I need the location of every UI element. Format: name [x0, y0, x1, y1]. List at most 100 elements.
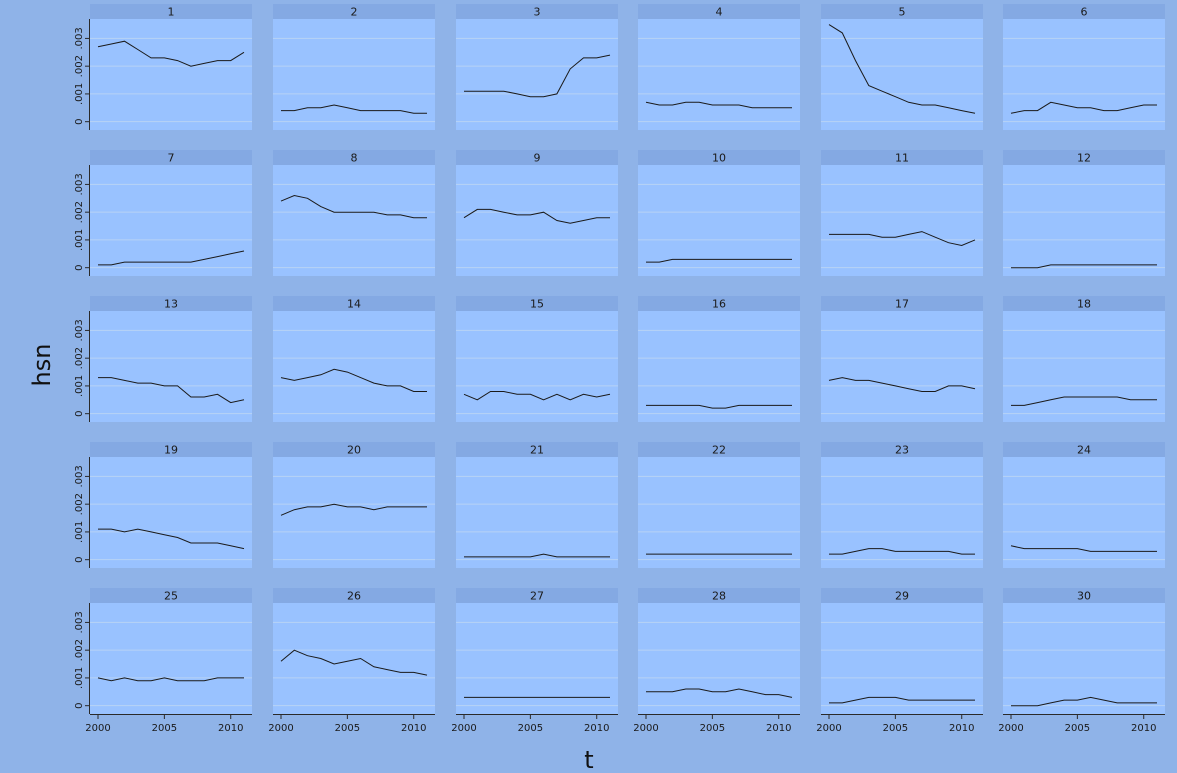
- panel: 1 0 .001 .002 .003: [74, 4, 252, 130]
- x-tick-label: 2010: [1131, 723, 1156, 734]
- panel-strip: [273, 4, 435, 19]
- panel-label: 23: [895, 444, 909, 457]
- panel-plot-area: [456, 19, 618, 130]
- panel-label: 22: [712, 444, 726, 457]
- panel: 10: [638, 150, 800, 276]
- panel-plot-area: [821, 19, 983, 130]
- x-tick-label: 2010: [218, 723, 243, 734]
- panel-strip: [90, 150, 252, 165]
- y-tick-label: .001: [74, 83, 85, 105]
- x-tick-label: 2005: [883, 723, 908, 734]
- panel-label: 18: [1077, 298, 1091, 311]
- panel-label: 26: [347, 590, 361, 603]
- y-tick-label: 0: [74, 411, 85, 417]
- series-line: [829, 231, 976, 247]
- series-line: [1011, 696, 1157, 707]
- y-tick-label: 0: [74, 119, 85, 125]
- y-tick-label: .002: [74, 639, 85, 661]
- panel-strip: [821, 4, 983, 19]
- panel-plot-area: [638, 457, 800, 568]
- y-axis-title: hsn: [28, 344, 56, 387]
- panel: 7 0 .001 .002 .003: [74, 150, 252, 276]
- panel-label: 5: [899, 6, 906, 19]
- panel-plot-area: [821, 311, 983, 422]
- panel-label: 28: [712, 590, 726, 603]
- panel-strip: [273, 296, 435, 311]
- panel-strip: [456, 4, 618, 19]
- series-line: [97, 40, 245, 67]
- panel-plot-area: [638, 165, 800, 276]
- panel: 26 2000 2005 2010: [268, 588, 435, 734]
- panel-label: 14: [347, 298, 361, 311]
- panel-label: 3: [534, 6, 541, 19]
- series-line: [280, 649, 428, 676]
- series-line: [646, 404, 792, 409]
- panel-label: 10: [712, 152, 726, 165]
- y-tick-label: .002: [74, 493, 85, 515]
- panel-plot-area: [1003, 603, 1165, 714]
- panel-strip: [456, 150, 618, 165]
- series-line: [828, 377, 976, 392]
- panel-label: 24: [1077, 444, 1091, 457]
- series-line: [463, 391, 611, 401]
- panel-strip: [90, 4, 252, 19]
- panel-plot-area: [273, 603, 435, 714]
- panel-plot-area: [638, 603, 800, 714]
- x-tick-label: 2000: [85, 723, 110, 734]
- panel-label: 17: [895, 298, 909, 311]
- panel-strip: [821, 442, 983, 457]
- y-tick-label: 0: [74, 265, 85, 271]
- series-line: [280, 194, 427, 219]
- y-tick-label: .002: [74, 201, 85, 223]
- panel-plot-area: [821, 457, 983, 568]
- panel-strip: [1003, 442, 1165, 457]
- panel-plot-area: [273, 457, 435, 568]
- panel-plot-area: [1003, 165, 1165, 276]
- panel-label: 4: [716, 6, 723, 19]
- y-tick-label: .001: [74, 667, 85, 689]
- panel-label: 2: [351, 6, 358, 19]
- panel-label: 11: [895, 152, 909, 165]
- x-tick-label: 2000: [268, 723, 293, 734]
- x-tick-label: 2010: [949, 723, 974, 734]
- panel-strip: [821, 296, 983, 311]
- series-line: [828, 24, 976, 114]
- panel-strip: [90, 296, 252, 311]
- panel-label: 29: [895, 590, 909, 603]
- panel: 16: [638, 296, 800, 422]
- panel-label: 19: [164, 444, 178, 457]
- panel-strip: [638, 442, 800, 457]
- panel-strip: [1003, 588, 1165, 603]
- panel-plot-area: [1003, 311, 1165, 422]
- y-tick-label: .001: [74, 521, 85, 543]
- panel-label: 20: [347, 444, 361, 457]
- panel-strip: [638, 588, 800, 603]
- panel-label: 8: [351, 152, 358, 165]
- panel-strip: [638, 150, 800, 165]
- x-tick-label: 2010: [401, 723, 426, 734]
- panel: 22: [638, 442, 800, 568]
- panel: 6: [1003, 4, 1165, 130]
- panel-label: 16: [712, 298, 726, 311]
- panel: 27 2000 2005 2010: [451, 588, 618, 734]
- panel: 4: [638, 4, 800, 130]
- panel-strip: [821, 150, 983, 165]
- panel-strip: [90, 588, 252, 603]
- series-line: [829, 548, 975, 555]
- panel: 18: [1003, 296, 1165, 422]
- panel: 9: [456, 150, 618, 276]
- panel-plot-area: [638, 19, 800, 130]
- x-tick-label: 2005: [1065, 723, 1090, 734]
- panel: 12: [1003, 150, 1165, 276]
- panel: 25 0 .001 .002 .003 2000 2005 2010: [74, 588, 252, 734]
- x-tick-label: 2005: [700, 723, 725, 734]
- panel-plot-area: [90, 603, 252, 714]
- y-tick-label: 0: [74, 557, 85, 563]
- x-tick-label: 2010: [584, 723, 609, 734]
- panel-strip: [456, 296, 618, 311]
- y-tick-label: .002: [74, 55, 85, 77]
- panel-strip: [821, 588, 983, 603]
- series-line: [464, 54, 611, 98]
- y-tick-label: .003: [74, 465, 85, 487]
